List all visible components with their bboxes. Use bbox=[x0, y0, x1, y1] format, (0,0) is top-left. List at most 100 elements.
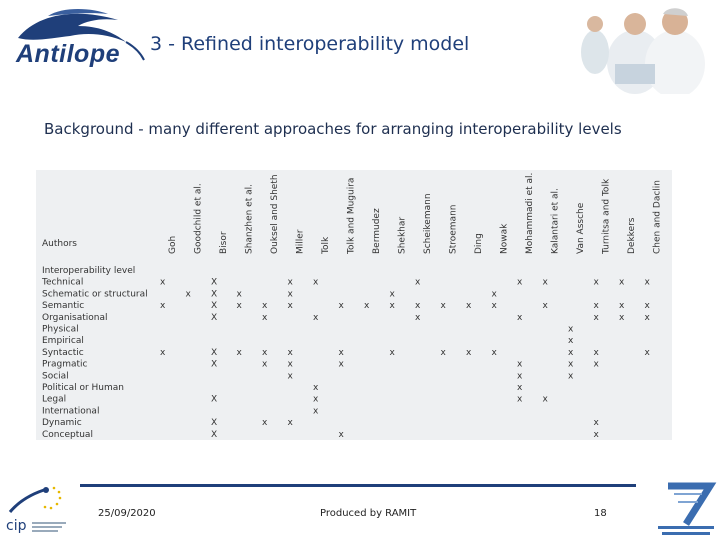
antelope-logo-icon bbox=[18, 9, 145, 61]
footer-produced-by: Produced by RAMIT bbox=[320, 508, 417, 519]
row-label: International bbox=[42, 406, 99, 416]
row-label: Physical bbox=[42, 325, 79, 335]
cell-mark: x bbox=[441, 348, 447, 358]
cell-mark: X bbox=[211, 278, 217, 288]
cell-mark: x bbox=[466, 348, 472, 358]
row-label: Political or Human bbox=[42, 383, 124, 393]
table-svg: Authors Goh Goodchild et al. Bisor Shanzhen … bbox=[41, 173, 663, 440]
cell-mark: x bbox=[619, 278, 625, 288]
column-header: Tolk and Muguira bbox=[347, 178, 357, 255]
row-label: Empirical bbox=[42, 336, 84, 346]
column-header: Dekkers bbox=[627, 217, 637, 254]
column-header: Kalantari et al. bbox=[551, 188, 561, 254]
column-header: Shekhar bbox=[398, 217, 408, 254]
cell-mark: x bbox=[313, 278, 319, 288]
cell-mark: x bbox=[160, 278, 166, 288]
cell-mark: x bbox=[262, 360, 268, 370]
cell-mark: x bbox=[262, 348, 268, 358]
logo-text: Antilope bbox=[16, 40, 120, 68]
cell-mark: x bbox=[415, 313, 421, 323]
cell-mark: x bbox=[160, 301, 166, 311]
cell-mark: x bbox=[594, 278, 600, 288]
row-label: Technical bbox=[41, 278, 83, 288]
column-header: Chen and Daclin bbox=[653, 180, 663, 254]
column-header: Miller bbox=[296, 229, 306, 254]
column-header: Mohammadi et al. bbox=[525, 173, 535, 254]
cell-mark: x bbox=[568, 360, 574, 370]
cell-mark: x bbox=[288, 371, 294, 381]
cell-mark: x bbox=[466, 301, 472, 311]
cip-logo-icon: cip bbox=[2, 482, 72, 538]
row-label: Legal bbox=[42, 395, 66, 405]
cell-mark: x bbox=[288, 348, 294, 358]
column-header: Turnitsa and Tolk bbox=[602, 178, 612, 255]
column-header: Ding bbox=[474, 233, 484, 254]
column-header: Stroemann bbox=[449, 205, 459, 254]
cell-mark: x bbox=[262, 301, 268, 311]
cell-mark: x bbox=[492, 289, 498, 299]
cell-mark: x bbox=[262, 418, 268, 428]
cell-mark: x bbox=[492, 301, 498, 311]
cell-mark: x bbox=[364, 301, 370, 311]
column-header: Shanzhen et al. bbox=[245, 184, 255, 254]
column-header: Goh bbox=[168, 236, 178, 254]
interoperability-table: Authors Goh Goodchild et al. Bisor Shanzhen … bbox=[36, 170, 672, 440]
row-label: Schematic or structural bbox=[42, 289, 148, 299]
cell-mark: X bbox=[211, 348, 217, 358]
cell-mark: x bbox=[339, 430, 345, 440]
fp7-logo-icon bbox=[652, 480, 718, 538]
cell-mark: x bbox=[313, 383, 319, 393]
cell-mark: x bbox=[517, 278, 523, 288]
cell-mark: x bbox=[288, 360, 294, 370]
cell-mark: x bbox=[594, 313, 600, 323]
cell-mark: x bbox=[645, 348, 651, 358]
cell-mark: x bbox=[619, 313, 625, 323]
cell-mark: X bbox=[211, 418, 217, 428]
cell-mark: x bbox=[288, 289, 294, 299]
row-label: Pragmatic bbox=[42, 360, 88, 370]
cell-mark: x bbox=[594, 301, 600, 311]
cell-mark: x bbox=[262, 313, 268, 323]
cell-mark: x bbox=[237, 348, 243, 358]
cell-mark: X bbox=[211, 313, 217, 323]
cell-mark: x bbox=[568, 371, 574, 381]
cell-mark: x bbox=[415, 278, 421, 288]
cell-mark: x bbox=[313, 406, 319, 416]
cell-mark: x bbox=[313, 395, 319, 405]
cell-mark: x bbox=[441, 301, 447, 311]
cell-mark: x bbox=[517, 360, 523, 370]
cell-mark: x bbox=[517, 383, 523, 393]
page-number: 18 bbox=[594, 508, 607, 519]
row-label: Organisational bbox=[42, 313, 108, 323]
footer-date: 25/09/2020 bbox=[98, 508, 156, 519]
cell-mark: X bbox=[211, 430, 217, 440]
column-header: Ouksel and Sheth bbox=[270, 174, 280, 254]
cell-mark: x bbox=[237, 289, 243, 299]
cell-mark: x bbox=[645, 301, 651, 311]
cell-mark: x bbox=[619, 301, 625, 311]
antilope-logo bbox=[8, 8, 148, 78]
svg-text:cip: cip bbox=[6, 518, 27, 534]
row-label: Social bbox=[42, 371, 69, 381]
row-label: Interoperability level bbox=[42, 266, 135, 276]
column-header: Scheikemann bbox=[423, 193, 433, 254]
column-header: Nowak bbox=[500, 223, 510, 254]
cell-mark: x bbox=[517, 371, 523, 381]
cell-mark: x bbox=[568, 325, 574, 335]
cell-mark: x bbox=[313, 313, 319, 323]
cell-mark: X bbox=[211, 360, 217, 370]
cell-mark: x bbox=[237, 301, 243, 311]
cell-mark: x bbox=[645, 313, 651, 323]
column-header: Goodchild et al. bbox=[194, 183, 204, 254]
cell-mark: x bbox=[339, 301, 345, 311]
cell-mark: x bbox=[492, 348, 498, 358]
cell-mark: x bbox=[390, 289, 396, 299]
cell-mark: x bbox=[543, 301, 549, 311]
column-header: Van Assche bbox=[576, 202, 586, 254]
doctors-photo bbox=[575, 2, 720, 98]
cell-mark: x bbox=[594, 348, 600, 358]
row-label: Semantic bbox=[42, 301, 84, 311]
column-header: Tolk bbox=[321, 236, 331, 255]
cell-mark: x bbox=[568, 336, 574, 346]
cell-mark: x bbox=[543, 395, 549, 405]
